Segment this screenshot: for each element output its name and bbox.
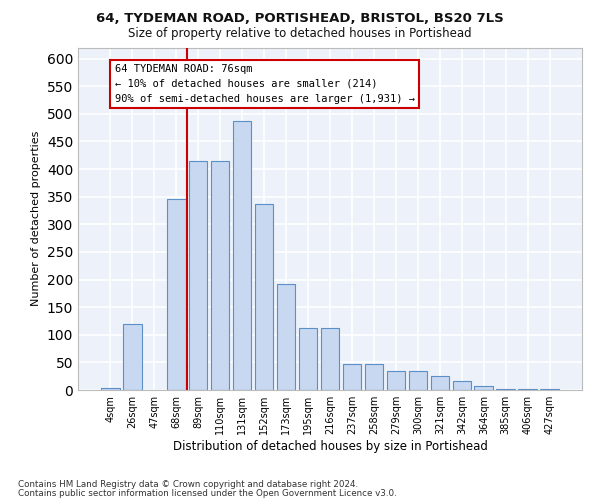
Bar bbox=[475, 386, 493, 390]
Bar bbox=[189, 160, 208, 390]
Bar bbox=[409, 370, 427, 390]
Bar bbox=[211, 160, 229, 390]
Bar bbox=[123, 324, 142, 390]
Bar bbox=[386, 370, 405, 390]
Text: Contains HM Land Registry data © Crown copyright and database right 2024.: Contains HM Land Registry data © Crown c… bbox=[18, 480, 358, 489]
Bar bbox=[299, 328, 317, 390]
Text: Size of property relative to detached houses in Portishead: Size of property relative to detached ho… bbox=[128, 28, 472, 40]
Bar bbox=[167, 200, 185, 390]
Bar bbox=[431, 376, 449, 390]
Bar bbox=[255, 204, 274, 390]
Bar bbox=[343, 364, 361, 390]
Bar bbox=[101, 388, 119, 390]
Bar bbox=[452, 380, 471, 390]
Bar bbox=[365, 364, 383, 390]
Bar bbox=[233, 121, 251, 390]
Text: Contains public sector information licensed under the Open Government Licence v3: Contains public sector information licen… bbox=[18, 489, 397, 498]
Bar bbox=[277, 284, 295, 390]
Bar bbox=[320, 328, 340, 390]
Y-axis label: Number of detached properties: Number of detached properties bbox=[31, 131, 41, 306]
Bar bbox=[518, 389, 537, 390]
Text: 64, TYDEMAN ROAD, PORTISHEAD, BRISTOL, BS20 7LS: 64, TYDEMAN ROAD, PORTISHEAD, BRISTOL, B… bbox=[96, 12, 504, 26]
Text: 64 TYDEMAN ROAD: 76sqm
← 10% of detached houses are smaller (214)
90% of semi-de: 64 TYDEMAN ROAD: 76sqm ← 10% of detached… bbox=[115, 64, 415, 104]
X-axis label: Distribution of detached houses by size in Portishead: Distribution of detached houses by size … bbox=[173, 440, 487, 453]
